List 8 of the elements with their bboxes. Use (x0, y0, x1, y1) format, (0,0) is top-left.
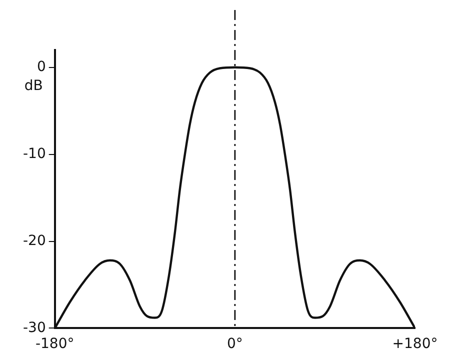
y-tick-label: -10 (22, 146, 46, 162)
y-tick-label: -20 (22, 232, 46, 249)
y-tick-label: 0 (36, 59, 46, 76)
y-tick-label: -30 (22, 320, 46, 336)
x-tick-label: -180° (35, 336, 74, 352)
y-axis-title: dB (24, 78, 43, 94)
x-tick-label: 0° (226, 336, 243, 352)
x-tick-label: +180° (392, 336, 438, 352)
